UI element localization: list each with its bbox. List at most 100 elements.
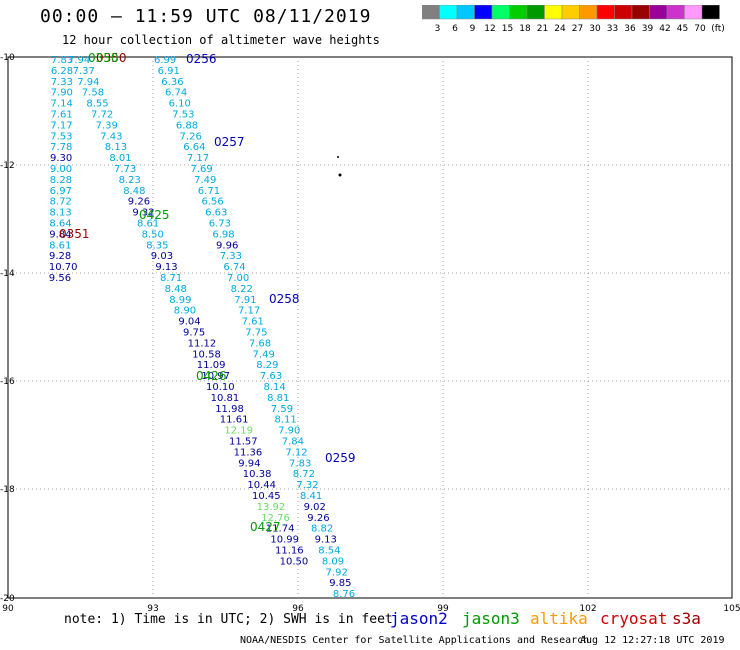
- wave-height-value: 6.99: [154, 55, 176, 66]
- pass-time-label: 0258: [269, 292, 300, 306]
- color-swatch: [456, 5, 475, 20]
- wave-height-value: 7.17: [50, 120, 72, 131]
- wave-height-value: 8.01: [109, 153, 131, 164]
- wave-height-value: 8.72: [293, 469, 315, 480]
- wave-height-value: 10.97: [201, 371, 230, 382]
- color-scale-label: 45: [677, 24, 688, 34]
- color-scale-label: 9: [470, 24, 476, 34]
- wave-height-value: 7.49: [194, 175, 216, 186]
- color-swatch: [596, 5, 615, 20]
- wave-height-value: 8.23: [119, 175, 141, 186]
- wave-height-value: 7.37: [73, 66, 95, 77]
- wave-height-value: 8.11: [274, 415, 296, 426]
- wave-height-value: 6.74: [165, 88, 187, 99]
- wave-height-value: 8.14: [264, 382, 286, 393]
- longitude-label: 90: [2, 604, 14, 614]
- footnote: note: 1) Time is in UTC; 2) SWH is in fe…: [64, 612, 393, 627]
- wave-height-value: 7.94: [77, 77, 99, 88]
- wave-height-value: 7.78: [50, 142, 72, 153]
- wave-height-value: 9.03: [151, 251, 173, 262]
- wave-height-value: 8.99: [169, 295, 191, 306]
- wave-height-value: 6.56: [201, 197, 223, 208]
- island-marker: [338, 173, 342, 177]
- wave-height-value: 8.48: [123, 186, 145, 197]
- wave-height-value: 7.72: [91, 110, 113, 121]
- wave-height-value: 6.97: [50, 186, 72, 197]
- wave-height-value: 11.16: [275, 546, 304, 557]
- latitude-label: -16: [0, 377, 15, 387]
- wave-height-value: 7.90: [51, 88, 73, 99]
- color-swatch: [509, 5, 528, 20]
- wave-height-value: 7.61: [50, 110, 72, 121]
- wave-height-value: 7.84: [282, 437, 304, 448]
- wave-height-value: 7.53: [50, 131, 72, 142]
- latitude-labels: -10 -12 -14 -16 -18 -20: [0, 53, 15, 604]
- wave-height-value: 6.10: [169, 99, 191, 110]
- wave-height-value: 7.83: [289, 458, 311, 469]
- map-grid: [8, 57, 732, 598]
- wave-height-value: 9.13: [315, 535, 337, 546]
- pass-time-label: 0351: [59, 227, 90, 241]
- satellite-legend-item: s3a: [672, 609, 701, 628]
- map-frame: [7, 56, 733, 599]
- wave-height-value: 8.28: [50, 175, 72, 186]
- color-swatch: [422, 5, 440, 20]
- wave-height-value: 7.39: [96, 120, 118, 131]
- wave-height-value: 10.44: [247, 480, 276, 491]
- color-scale-label: 36: [624, 24, 636, 34]
- pass-time-label: 0257: [214, 135, 245, 149]
- wave-height-value: 6.71: [198, 186, 220, 197]
- color-swatch: [579, 5, 598, 20]
- wave-height-value: 9.02: [304, 502, 326, 513]
- color-swatch: [544, 5, 563, 20]
- wave-height-value: 8.61: [137, 219, 159, 230]
- wave-height-value: 6.98: [212, 229, 234, 240]
- color-swatch: [474, 5, 493, 20]
- latitude-label: -10: [0, 53, 15, 63]
- wave-height-value: 10.38: [243, 469, 272, 480]
- color-swatch: [439, 5, 458, 20]
- wave-height-value: 9.85: [329, 578, 351, 589]
- color-scale-unit: (ft): [711, 24, 725, 34]
- wave-height-value: 7.00: [227, 273, 249, 284]
- wave-height-value: 10.10: [206, 382, 235, 393]
- wave-height-value: 7.69: [191, 164, 213, 175]
- wave-height-value: 11.74: [266, 524, 295, 535]
- page-title: 00:00 – 11:59 UTC 08/11/2019: [40, 6, 372, 27]
- pass-time-label: 0350: [96, 51, 127, 65]
- wave-height-value: 9.94: [238, 458, 260, 469]
- wave-height-value: 10.99: [270, 535, 299, 546]
- wave-height-value: 10.45: [252, 491, 281, 502]
- wave-height-value: 8.64: [49, 219, 71, 230]
- wave-height-value: 7.83: [51, 55, 73, 66]
- wave-height-value: 7.17: [187, 153, 209, 164]
- wave-height-value: 9.26: [307, 513, 329, 524]
- wave-height-value: 10.50: [280, 556, 309, 567]
- color-swatch: [666, 5, 685, 20]
- wave-height-value: 9.32: [132, 208, 154, 219]
- wave-height-value: 7.90: [278, 426, 300, 437]
- wave-height-value: 7.17: [238, 306, 260, 317]
- color-scale-label: 42: [659, 24, 670, 34]
- wave-height-value: 6.88: [176, 120, 198, 131]
- wave-height-value: 6.73: [209, 219, 231, 230]
- wave-height-value: 6.64: [183, 142, 205, 153]
- wave-height-value: 11.36: [234, 447, 263, 458]
- color-swatch: [649, 5, 668, 20]
- color-swatch: [491, 5, 510, 20]
- wave-height-value: 9.30: [50, 153, 72, 164]
- wave-height-value: 7.75: [245, 328, 267, 339]
- wave-height-value: 7.14: [51, 99, 73, 110]
- color-scale-label: 33: [607, 24, 618, 34]
- wave-height-value: 10.70: [49, 262, 78, 273]
- color-swatch: [701, 5, 720, 20]
- wave-height-value: 7.68: [249, 338, 271, 349]
- wave-height-value: 8.22: [231, 284, 253, 295]
- color-swatch: [684, 5, 703, 20]
- pass-time-label: 0427: [250, 520, 281, 534]
- wave-height-value: 8.29: [256, 360, 278, 371]
- wave-height-value: 8.41: [300, 491, 322, 502]
- page-subtitle: 12 hour collection of altimeter wave hei…: [62, 33, 380, 47]
